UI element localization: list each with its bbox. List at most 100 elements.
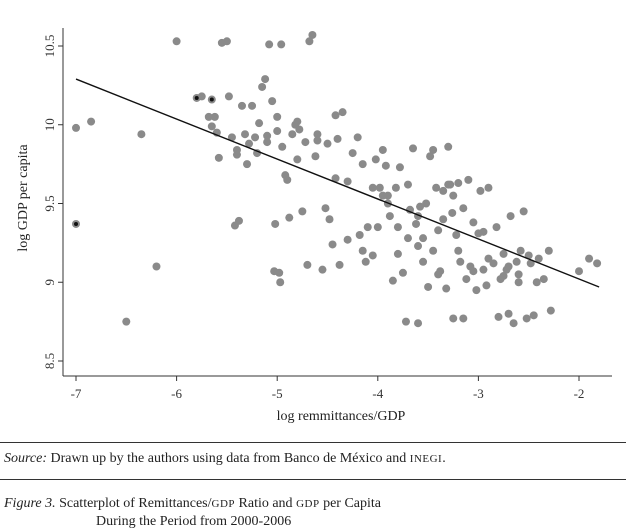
data-point <box>539 275 548 284</box>
data-point <box>529 311 538 320</box>
x-tick-label: -4 <box>372 386 383 401</box>
data-point <box>444 180 453 189</box>
fit-line <box>75 78 600 288</box>
data-point <box>526 259 535 268</box>
data-point <box>388 276 397 285</box>
data-point <box>419 257 428 266</box>
data-point <box>210 112 219 121</box>
data-point <box>426 152 435 161</box>
source-text: Drawn up by the authors using data from … <box>50 451 446 466</box>
data-point <box>414 242 423 251</box>
data-point <box>452 231 461 239</box>
x-tick-label: -5 <box>272 386 283 401</box>
data-point <box>393 223 402 232</box>
data-point <box>358 246 367 255</box>
data-point <box>237 101 246 110</box>
data-point <box>303 260 312 269</box>
data-point <box>472 286 481 295</box>
data-point <box>378 145 387 154</box>
data-point <box>265 40 274 49</box>
data-point <box>331 111 340 120</box>
data-point <box>241 130 250 139</box>
data-point <box>245 139 254 148</box>
data-point <box>204 112 213 121</box>
data-point <box>214 153 223 162</box>
data-point <box>72 123 80 132</box>
data-point <box>479 265 488 274</box>
data-point <box>285 213 294 222</box>
data-point <box>277 40 286 49</box>
data-point <box>321 204 330 213</box>
data-point <box>585 254 594 263</box>
data-point <box>293 117 302 126</box>
data-point <box>403 234 412 243</box>
data-point <box>409 144 418 153</box>
data-point <box>403 180 412 189</box>
data-point <box>469 218 478 227</box>
data-point <box>381 161 390 170</box>
data-point <box>544 246 553 255</box>
data-point <box>519 207 528 216</box>
data-point <box>361 257 370 266</box>
data-point <box>258 82 267 91</box>
data-point <box>424 282 433 291</box>
x-tick-label: -6 <box>171 386 182 401</box>
data-point <box>534 254 543 263</box>
data-point <box>385 212 394 221</box>
data-point <box>373 223 382 232</box>
data-point <box>271 219 280 228</box>
data-point <box>313 130 322 139</box>
data-point <box>375 183 384 192</box>
data-point <box>459 204 468 213</box>
data-point <box>422 199 431 208</box>
data-point <box>484 183 493 192</box>
data-point <box>224 92 233 101</box>
data-point <box>444 142 453 151</box>
data-point <box>368 183 377 192</box>
x-tick-label: -2 <box>574 386 585 401</box>
data-point <box>439 186 448 195</box>
data-point <box>232 150 241 159</box>
data-point <box>368 251 377 260</box>
data-point <box>295 125 304 134</box>
data-point <box>378 191 387 200</box>
data-point <box>484 254 493 263</box>
highlighted-point-center <box>194 95 199 100</box>
data-point <box>432 183 441 192</box>
data-point <box>152 262 161 271</box>
data-point <box>355 231 364 239</box>
data-point <box>522 314 531 323</box>
data-point <box>449 314 458 323</box>
data-point <box>575 267 583 276</box>
y-tick-label: 9.5 <box>42 195 57 211</box>
data-point <box>395 163 404 172</box>
data-point <box>222 37 231 46</box>
data-point <box>489 259 498 268</box>
data-point <box>434 270 443 279</box>
data-point <box>305 37 314 46</box>
data-point <box>273 127 282 136</box>
data-point <box>363 223 372 232</box>
data-point <box>172 37 181 46</box>
data-point <box>298 207 307 216</box>
data-point <box>301 138 310 147</box>
data-point <box>393 249 402 258</box>
data-point <box>288 130 297 139</box>
data-point <box>479 227 488 236</box>
data-point <box>429 145 438 154</box>
data-point <box>325 215 334 224</box>
data-point <box>449 191 458 200</box>
data-point <box>268 97 277 106</box>
y-tick-label: 9 <box>42 279 57 286</box>
data-point <box>412 219 421 228</box>
data-point <box>276 278 285 287</box>
data-point <box>464 175 473 184</box>
highlighted-point-center <box>74 221 78 226</box>
axes: -7 -6 -5 -4 -3 -2 8.5 9 9.5 10 10.5 <box>42 28 612 401</box>
data-point <box>456 257 465 266</box>
data-point <box>335 260 344 269</box>
x-tick-label: -3 <box>473 386 484 401</box>
data-point <box>509 319 518 328</box>
data-point <box>313 136 322 145</box>
divider-bottom <box>0 479 626 480</box>
